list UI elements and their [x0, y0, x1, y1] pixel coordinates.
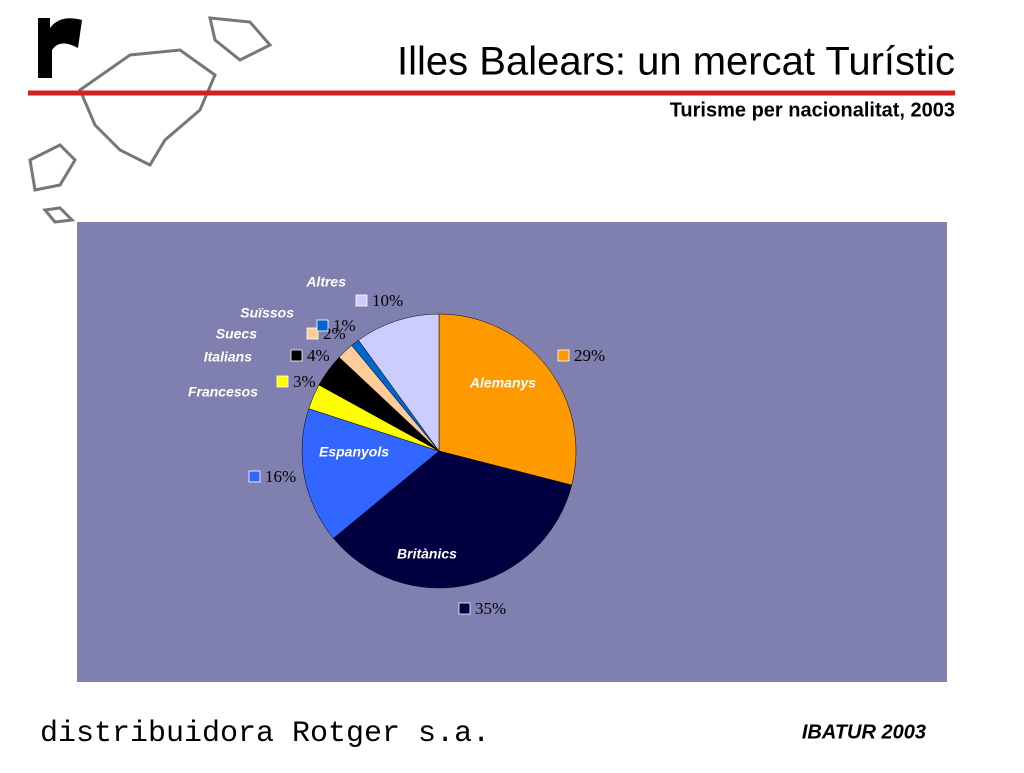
title: Illes Balears: un mercat Turístic [397, 40, 955, 84]
category-label: Altres [305, 274, 346, 290]
value-label: 2% [323, 324, 346, 343]
category-label: Suecs [216, 326, 257, 342]
legend-swatch [276, 375, 289, 388]
footer-source: IBATUR 2003 [802, 721, 926, 743]
pie-slice [438, 313, 577, 486]
value-label: 16% [265, 467, 296, 486]
category-label: Espanyols [319, 444, 389, 460]
category-label: Suïssos [240, 305, 294, 321]
value-label: 10% [372, 291, 403, 310]
value-label: 4% [307, 346, 330, 365]
logo-mark [38, 18, 82, 78]
pie-slice [301, 408, 440, 539]
legend-swatch [248, 470, 261, 483]
value-label: 1% [333, 316, 356, 335]
legend-swatch [458, 602, 471, 615]
pie-slice [333, 450, 573, 589]
category-label: Britànics [397, 546, 457, 562]
value-label: 3% [293, 372, 316, 391]
value-label: 35% [475, 599, 506, 618]
footer-company: distribuidora Rotger s.a. [40, 717, 490, 751]
subtitle: Turisme per nacionalitat, 2003 [670, 99, 955, 121]
pie [301, 313, 577, 589]
legend-swatch [290, 349, 303, 362]
logo [28, 16, 273, 224]
category-label: Alemanys [469, 375, 536, 391]
legend-swatch [316, 319, 329, 332]
legend-swatch [306, 327, 319, 340]
category-label: Francesos [188, 384, 258, 400]
legend-swatch [557, 349, 570, 362]
value-label: 29% [574, 346, 605, 365]
category-label: Italians [204, 349, 252, 365]
legend-swatch [355, 294, 368, 307]
pie-slice [358, 313, 440, 452]
